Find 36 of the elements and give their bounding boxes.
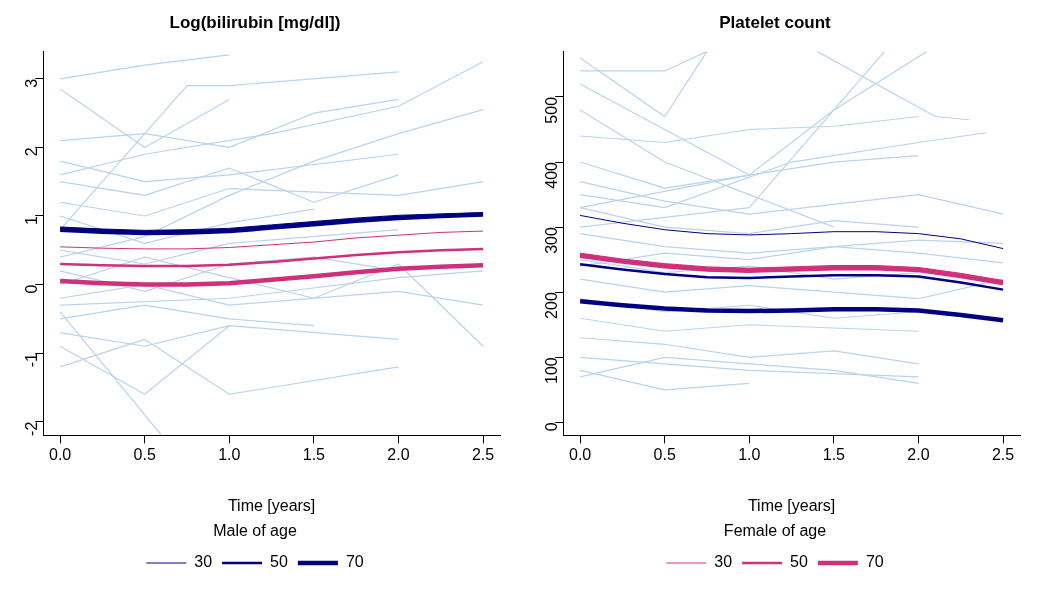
x-tick-label: 1.0 xyxy=(738,446,761,464)
legend-label: 50 xyxy=(790,553,808,571)
x-tick-label: 2.0 xyxy=(907,446,930,464)
x-tick-label: 0.5 xyxy=(653,446,676,464)
x-tick-label: 0.0 xyxy=(568,446,592,464)
y-tick-label: 300 xyxy=(542,227,560,254)
y-tick-label: 0 xyxy=(542,422,560,432)
x-tick-label: 1.5 xyxy=(822,446,846,464)
x-tick-label: 1.5 xyxy=(302,446,326,464)
legend-label: 30 xyxy=(714,553,733,571)
x-axis-title: Time [years] xyxy=(747,496,836,514)
chart-title: Platelet count xyxy=(719,12,832,32)
x-tick-label: 2.0 xyxy=(387,446,410,464)
x-tick-label: 2.5 xyxy=(991,446,1015,464)
legend-title: Female of age xyxy=(723,522,827,540)
legend-label: 70 xyxy=(865,553,884,571)
y-tick-label: -1 xyxy=(22,353,40,368)
y-tick-label: 1 xyxy=(22,215,40,225)
y-tick-label: -2 xyxy=(22,421,40,436)
y-tick-label: 200 xyxy=(542,292,560,319)
x-tick-label: 0.0 xyxy=(48,446,72,464)
y-tick-label: 0 xyxy=(22,284,40,294)
y-tick-label: 400 xyxy=(542,161,560,189)
legend-label: 70 xyxy=(345,553,364,571)
y-tick-label: 2 xyxy=(22,147,40,157)
legend-label: 30 xyxy=(194,553,213,571)
x-tick-label: 1.0 xyxy=(218,446,241,464)
x-axis-title: Time [years] xyxy=(227,496,316,514)
chart-title: Log(bilirubin [mg/dl]) xyxy=(169,12,341,32)
x-tick-label: 2.5 xyxy=(471,446,495,464)
y-tick-label: 3 xyxy=(22,78,40,88)
x-tick-label: 0.5 xyxy=(133,446,156,464)
legend-label: 50 xyxy=(270,553,288,571)
y-tick-label: 500 xyxy=(542,96,560,124)
legend-title: Male of age xyxy=(213,522,297,540)
y-tick-label: 100 xyxy=(542,357,560,384)
